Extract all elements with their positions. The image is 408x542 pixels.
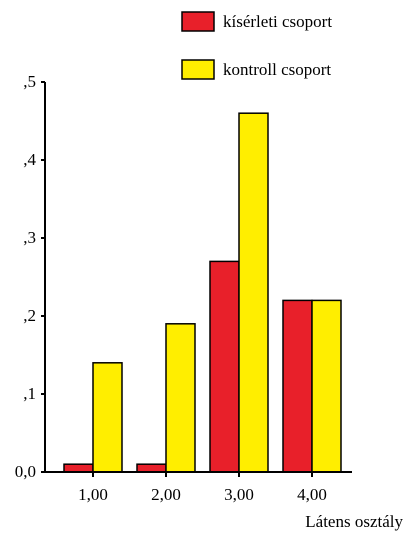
bars-group	[63, 112, 342, 473]
bar-kontroll-4	[311, 299, 342, 473]
bar-kontroll-2	[165, 323, 196, 473]
x-tick-label: 2,00	[151, 485, 181, 504]
legend-label-kiserleti: kísérleti csoport	[223, 12, 332, 31]
legend: kísérleti csoport kontroll csoport	[181, 11, 332, 80]
x-ticks-group: 1,00 2,00 3,00 4,00	[78, 472, 327, 504]
y-ticks-group: 0,0 ,1 ,2 ,3 ,4 ,5	[15, 72, 45, 481]
y-tick-label: ,2	[23, 306, 36, 325]
y-tick-label: ,5	[23, 72, 36, 91]
x-tick-label: 3,00	[224, 485, 254, 504]
bar-kiserleti-2	[136, 463, 167, 473]
bar-kontroll-1	[92, 362, 123, 473]
bar-kiserleti-1	[63, 463, 94, 473]
bar-kiserleti-3	[209, 260, 240, 473]
x-tick-label: 1,00	[78, 485, 108, 504]
y-tick-label: ,1	[23, 384, 36, 403]
bar-kiserleti-4	[282, 299, 313, 473]
bar-kontroll-3	[238, 112, 269, 473]
legend-swatch-kiserleti	[181, 11, 215, 32]
x-tick-label: 4,00	[297, 485, 327, 504]
x-axis-label: Látens osztály	[305, 512, 403, 531]
legend-swatch-kontroll	[181, 59, 215, 80]
y-tick-label: 0,0	[15, 462, 36, 481]
y-tick-label: ,3	[23, 228, 36, 247]
y-tick-label: ,4	[23, 150, 36, 169]
axes-group	[44, 82, 352, 473]
legend-label-kontroll: kontroll csoport	[223, 60, 331, 79]
